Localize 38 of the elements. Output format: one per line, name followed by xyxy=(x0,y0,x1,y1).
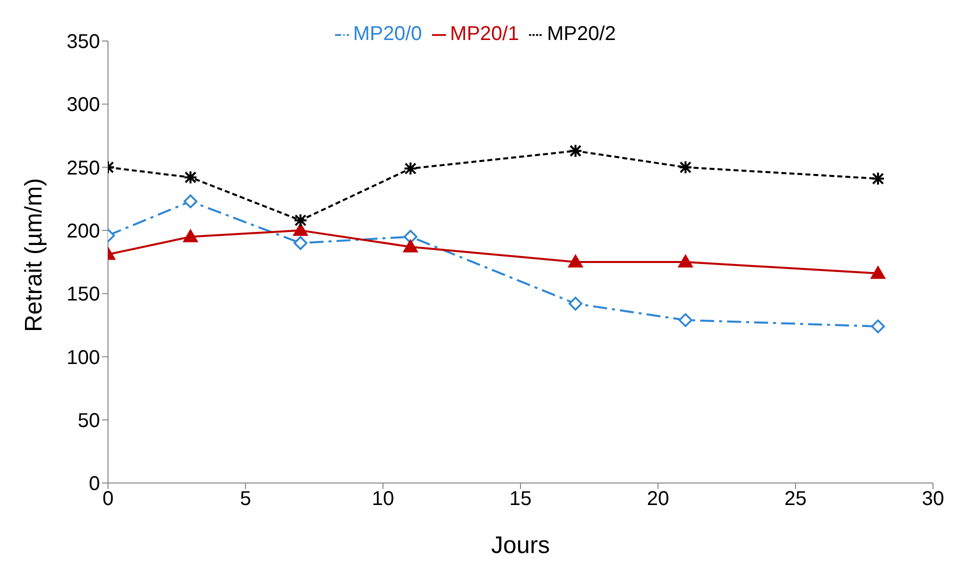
point xyxy=(404,230,418,244)
y-tick-label: 150 xyxy=(66,284,100,306)
point xyxy=(293,222,308,236)
x-tick-label: 30 xyxy=(922,488,944,510)
point xyxy=(294,213,308,228)
point xyxy=(294,236,308,250)
x-axis-title: Jours xyxy=(491,532,550,559)
point xyxy=(568,296,582,311)
y-tick-label: 350 xyxy=(66,31,100,54)
point xyxy=(870,266,886,279)
point xyxy=(678,254,693,268)
point xyxy=(403,239,418,252)
point xyxy=(871,172,885,186)
y-tick-label: 250 xyxy=(66,157,100,180)
y-tick-label: 0 xyxy=(88,473,100,496)
x-tick-label: 25 xyxy=(784,488,807,510)
point xyxy=(678,313,692,327)
x-tick-label: 10 xyxy=(372,488,394,510)
y-tick-label: 300 xyxy=(66,94,100,116)
y-tick-label: 200 xyxy=(66,220,100,243)
legend-label: MP20/0 xyxy=(353,23,422,45)
y-axis-title: Retrait (µm/m) xyxy=(20,178,48,332)
point xyxy=(568,144,582,158)
legend-label: MP20/1 xyxy=(450,23,519,45)
point xyxy=(183,229,198,242)
legend-label: MP20/2 xyxy=(546,23,616,45)
point xyxy=(184,170,198,184)
point xyxy=(678,160,692,174)
point xyxy=(184,194,198,208)
point xyxy=(871,320,885,334)
y-tick-label: 100 xyxy=(66,346,100,369)
y-tick-label: 50 xyxy=(78,410,100,432)
point xyxy=(404,162,418,176)
point xyxy=(568,254,583,268)
x-tick-label: 20 xyxy=(646,488,670,510)
x-tick-label: 0 xyxy=(102,488,114,510)
x-tick-label: 5 xyxy=(240,488,252,510)
x-tick-label: 15 xyxy=(509,488,532,510)
